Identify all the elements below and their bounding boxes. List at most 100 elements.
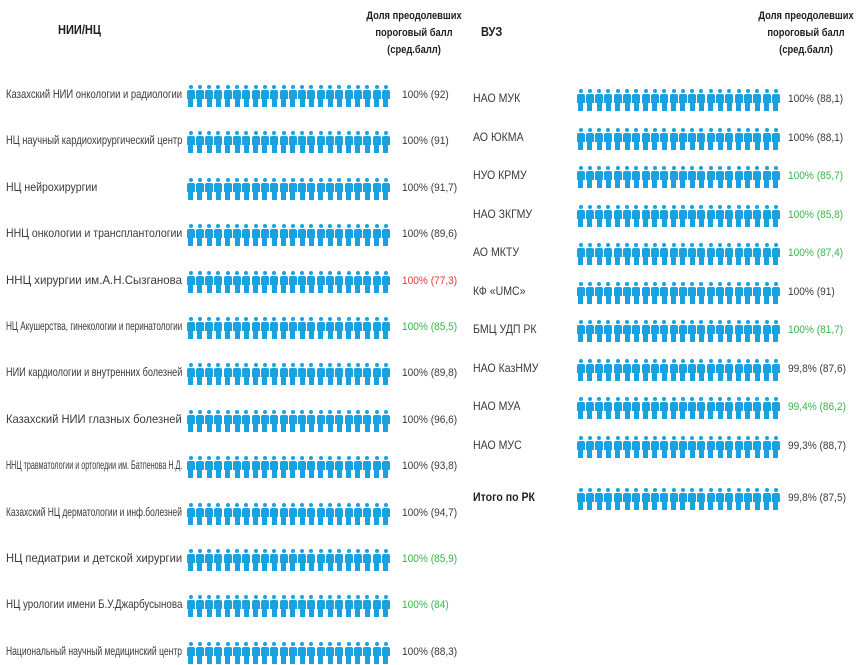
- person-icon: [585, 127, 594, 150]
- person-icon: [242, 641, 251, 664]
- person-icon: [595, 320, 604, 342]
- person-icon: [678, 166, 687, 188]
- person-icon: [706, 127, 715, 150]
- person-icon: [186, 270, 195, 293]
- person-icon: [233, 317, 242, 339]
- pictogram-bar: [186, 177, 391, 200]
- person-icon: [353, 85, 362, 107]
- person-icon: [688, 243, 697, 265]
- person-icon: [641, 320, 650, 342]
- person-icon: [186, 131, 195, 154]
- person-icon: [585, 204, 594, 227]
- person-icon: [641, 89, 650, 111]
- person-icon: [195, 595, 204, 618]
- person-icon: [706, 243, 715, 265]
- person-icon: [613, 320, 622, 342]
- person-icon: [762, 281, 771, 304]
- person-icon: [307, 131, 316, 154]
- person-icon: [251, 595, 260, 618]
- person-icon: [363, 317, 372, 339]
- person-icon: [279, 456, 288, 479]
- person-icon: [233, 270, 242, 293]
- pictogram-bar: [186, 363, 391, 386]
- person-icon: [623, 281, 632, 304]
- person-icon: [576, 397, 585, 419]
- person-icon: [381, 85, 390, 107]
- person-icon: [734, 488, 743, 510]
- person-icon: [678, 320, 687, 342]
- person-icon: [298, 224, 307, 247]
- person-icon: [344, 85, 353, 107]
- person-icon: [650, 488, 659, 510]
- person-icon: [353, 270, 362, 293]
- person-icon: [307, 549, 316, 571]
- person-icon: [260, 317, 269, 339]
- person-icon: [660, 281, 669, 304]
- person-icon: [372, 224, 381, 247]
- person-icon: [595, 281, 604, 304]
- person-icon: [344, 549, 353, 571]
- person-icon: [697, 320, 706, 342]
- person-icon: [595, 435, 604, 458]
- person-icon: [353, 502, 362, 525]
- person-icon: [641, 127, 650, 150]
- person-icon: [298, 131, 307, 154]
- person-icon: [251, 409, 260, 432]
- person-icon: [260, 85, 269, 107]
- row-label: БМЦ УДП РК: [473, 322, 537, 336]
- person-icon: [195, 270, 204, 293]
- person-icon: [576, 204, 585, 227]
- person-icon: [353, 409, 362, 432]
- person-icon: [205, 85, 214, 107]
- person-icon: [576, 488, 585, 510]
- person-icon: [242, 131, 251, 154]
- person-icon: [195, 131, 204, 154]
- person-icon: [725, 127, 734, 150]
- person-icon: [762, 488, 771, 510]
- person-icon: [279, 85, 288, 107]
- person-icon: [753, 281, 762, 304]
- person-icon: [725, 166, 734, 188]
- person-icon: [743, 397, 752, 419]
- row-label: НАО МУС: [473, 437, 522, 452]
- person-icon: [251, 177, 260, 200]
- person-icon: [734, 320, 743, 342]
- person-icon: [233, 409, 242, 432]
- person-icon: [669, 204, 678, 227]
- person-icon: [214, 85, 223, 107]
- person-icon: [251, 85, 260, 107]
- person-icon: [632, 243, 641, 265]
- person-icon: [753, 243, 762, 265]
- person-icon: [706, 358, 715, 381]
- person-icon: [372, 549, 381, 571]
- person-icon: [251, 131, 260, 154]
- person-icon: [260, 131, 269, 154]
- person-icon: [363, 224, 372, 247]
- person-icon: [595, 397, 604, 419]
- person-icon: [743, 358, 752, 381]
- person-icon: [326, 131, 335, 154]
- person-icon: [753, 204, 762, 227]
- person-icon: [734, 358, 743, 381]
- person-icon: [363, 363, 372, 386]
- person-icon: [223, 641, 232, 664]
- person-icon: [725, 320, 734, 342]
- person-icon: [678, 435, 687, 458]
- person-icon: [260, 224, 269, 247]
- person-icon: [307, 363, 316, 386]
- person-icon: [223, 363, 232, 386]
- person-icon: [771, 435, 780, 458]
- row-value: 99,3% (88,7): [788, 439, 846, 452]
- person-icon: [576, 89, 585, 111]
- person-icon: [251, 641, 260, 664]
- person-icon: [205, 502, 214, 525]
- person-icon: [576, 127, 585, 150]
- person-icon: [251, 363, 260, 386]
- person-icon: [641, 397, 650, 419]
- table-row: Казахский НИИ онкологии и радиологии 100%…: [0, 82, 482, 108]
- person-icon: [214, 595, 223, 618]
- person-icon: [688, 281, 697, 304]
- pictogram-bar: [186, 409, 391, 432]
- row-value: 100% (85,5): [402, 321, 458, 333]
- person-icon: [195, 409, 204, 432]
